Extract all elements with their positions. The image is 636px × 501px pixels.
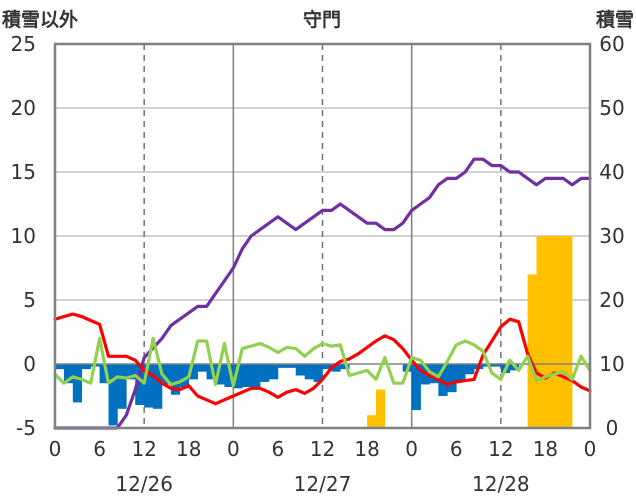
left-tick-label-5: 20 <box>11 96 36 120</box>
x-tick-label-2: 12 <box>131 437 156 461</box>
left-tick-label-1: 0 <box>23 352 36 376</box>
snowfall-bar-0 <box>367 415 377 428</box>
precip_anomaly-bar-37 <box>438 364 448 396</box>
precip_anomaly-bar-27 <box>295 364 305 376</box>
left-tick-label-0: -5 <box>16 416 36 440</box>
left-tick-label-3: 10 <box>11 224 36 248</box>
precip_anomaly-bar-38 <box>447 364 457 393</box>
x-tick-label-6: 12 <box>310 437 335 461</box>
precip_anomaly-bar-10 <box>144 364 154 408</box>
precip_anomaly-bar-22 <box>251 364 261 389</box>
chart-title: 守門 <box>303 8 341 31</box>
x-tick-label-3: 18 <box>176 437 201 461</box>
x-tick-label-11: 18 <box>533 437 558 461</box>
snowfall-bar-5 <box>554 236 564 428</box>
x-tick-label-10: 12 <box>488 437 513 461</box>
snowfall-bar-3 <box>536 236 546 428</box>
snowfall-bar-6 <box>563 236 573 428</box>
precip_anomaly-bar-14 <box>179 364 190 388</box>
precip_anomaly-bar-11 <box>153 364 163 409</box>
frame-layer <box>53 42 592 430</box>
x-tick-label-8: 0 <box>405 437 418 461</box>
date-label-0: 12/26 <box>115 472 173 496</box>
precip_anomaly-bar-2 <box>72 364 83 403</box>
precip_anomaly-bar-6 <box>108 364 118 426</box>
x-tick-label-1: 6 <box>93 437 106 461</box>
precip_anomaly-bar-25 <box>277 364 288 368</box>
date-label-2: 12/28 <box>472 472 530 496</box>
right-tick-label-6: 60 <box>599 32 624 56</box>
snowfall-bar-2 <box>527 274 537 428</box>
precip_anomaly-bar-26 <box>286 364 297 368</box>
x-tick-label-5: 6 <box>272 437 285 461</box>
precip_anomaly-bar-1 <box>63 364 74 384</box>
right-tick-label-2: 20 <box>599 288 624 312</box>
precip_anomaly-bar-40 <box>465 364 475 375</box>
precip_anomaly-bar-9 <box>135 364 145 405</box>
precip_anomaly-bar-29 <box>313 364 323 382</box>
precip_anomaly-bar-32 <box>340 364 350 370</box>
left-tick-label-2: 5 <box>23 288 36 312</box>
precip_anomaly-bar-19 <box>224 364 234 388</box>
wind-line <box>53 336 592 388</box>
precip_anomaly-bar-12 <box>162 364 172 385</box>
precip_anomaly-bar-20 <box>233 364 243 389</box>
precip_anomaly-bar-28 <box>304 364 314 380</box>
date-label-1: 12/27 <box>294 472 352 496</box>
precip_anomaly-bar-21 <box>242 364 252 388</box>
snowfall-bar-1 <box>376 389 386 428</box>
precip_anomaly-bar-3 <box>81 364 91 370</box>
precip_anomaly-bar-13 <box>170 364 181 395</box>
x-tick-label-0: 0 <box>49 437 62 461</box>
precip_anomaly-bar-17 <box>206 364 216 380</box>
snowfall-bar-4 <box>545 236 555 428</box>
precip_anomaly-bar-24 <box>269 364 279 380</box>
precip_anomaly-bar-0 <box>55 364 65 370</box>
precip_anomaly-bar-30 <box>322 364 332 370</box>
precip_anomaly-bar-15 <box>188 364 198 380</box>
precip_anomaly-bar-31 <box>331 364 341 372</box>
precip_anomaly-bar-43 <box>491 364 502 367</box>
x-tick-label-9: 6 <box>450 437 463 461</box>
precip_anomaly-bar-34 <box>411 364 421 411</box>
precip_anomaly-bar-18 <box>215 364 225 385</box>
x-tick-label-7: 18 <box>354 437 379 461</box>
x-tick-label-12: 0 <box>584 437 597 461</box>
lines-layer <box>53 157 592 430</box>
precip_anomaly-bar-5 <box>99 364 109 384</box>
x-tick-label-4: 0 <box>227 437 240 461</box>
temperature-line <box>53 312 592 406</box>
left-axis-label: 積雪以外 <box>2 8 78 31</box>
left-tick-label-6: 25 <box>11 32 36 56</box>
precip_anomaly-bar-16 <box>197 364 207 372</box>
right-tick-label-3: 30 <box>599 224 624 248</box>
precip_anomaly-bar-23 <box>260 364 270 382</box>
right-tick-label-5: 50 <box>599 96 624 120</box>
snow_depth-line <box>53 157 592 430</box>
precip_anomaly-bar-8 <box>126 364 136 380</box>
right-tick-label-1: 10 <box>599 352 624 376</box>
plot-frame <box>53 42 592 430</box>
right-tick-label-0: 0 <box>606 416 619 440</box>
right-tick-label-4: 40 <box>599 160 624 184</box>
right-axis-label: 積雪 <box>596 8 634 31</box>
precip_anomaly-bar-7 <box>117 364 127 409</box>
bars-layer <box>55 236 590 428</box>
left-tick-label-4: 15 <box>11 160 36 184</box>
precip_anomaly-bar-39 <box>456 364 466 382</box>
